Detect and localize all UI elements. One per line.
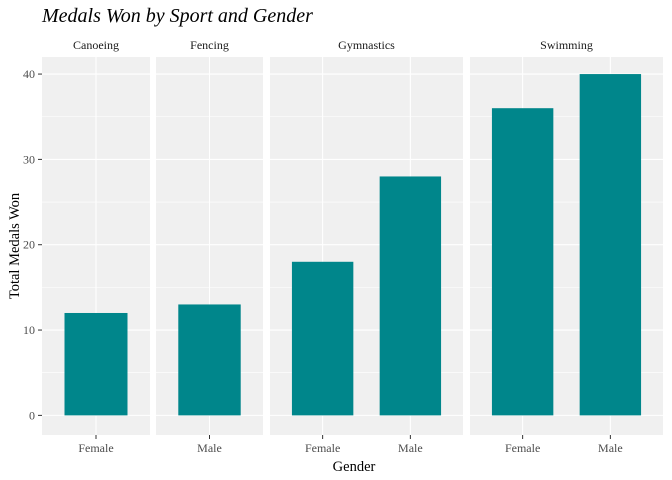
x-tick-label: Male: [197, 441, 222, 455]
y-tick-label: 0: [29, 408, 35, 422]
x-tick-label: Female: [505, 441, 540, 455]
y-tick-label: 30: [23, 152, 35, 166]
x-tick-label: Male: [598, 441, 623, 455]
y-axis-title: Total Medals Won: [7, 192, 23, 299]
facet-panel-fencing: Fencing Male: [156, 34, 263, 455]
bar-swimming-female: [491, 108, 554, 416]
y-tick-label: 40: [23, 67, 35, 81]
facet-strip: [270, 34, 463, 57]
facet-panel-gymnastics: Gymnastics Female Male: [270, 34, 463, 455]
chart-title: Medals Won by Sport and Gender: [41, 5, 313, 27]
facet-strip: [42, 34, 150, 57]
bar-gymnastics-male: [379, 176, 442, 416]
facet-panels: Canoeing Female Fencing Male Gymnastics Femal…: [42, 34, 663, 455]
x-tick-label: Male: [398, 441, 423, 455]
facet-panel-swimming: Swimming Female Male: [470, 34, 663, 455]
facet-strip-label: Gymnastics: [338, 38, 395, 52]
bar-fencing-male: [178, 304, 241, 416]
bar-canoeing-female: [64, 312, 128, 416]
facet-strip-label: Fencing: [190, 38, 229, 52]
facet-strip-label: Canoeing: [73, 38, 119, 52]
x-tick-label: Female: [78, 441, 113, 455]
facet-strip-label: Swimming: [540, 38, 593, 52]
facet-strip: [156, 34, 263, 57]
y-tick-label: 20: [23, 238, 35, 252]
y-axis: 0 10 20 30 40: [23, 67, 42, 422]
facet-strip: [470, 34, 663, 57]
x-tick-label: Female: [305, 441, 340, 455]
y-tick-label: 10: [23, 323, 35, 337]
bar-gymnastics-female: [291, 261, 354, 416]
x-axis-title: Gender: [333, 459, 376, 475]
facet-panel-canoeing: Canoeing Female: [42, 34, 150, 455]
bar-swimming-male: [579, 74, 642, 416]
